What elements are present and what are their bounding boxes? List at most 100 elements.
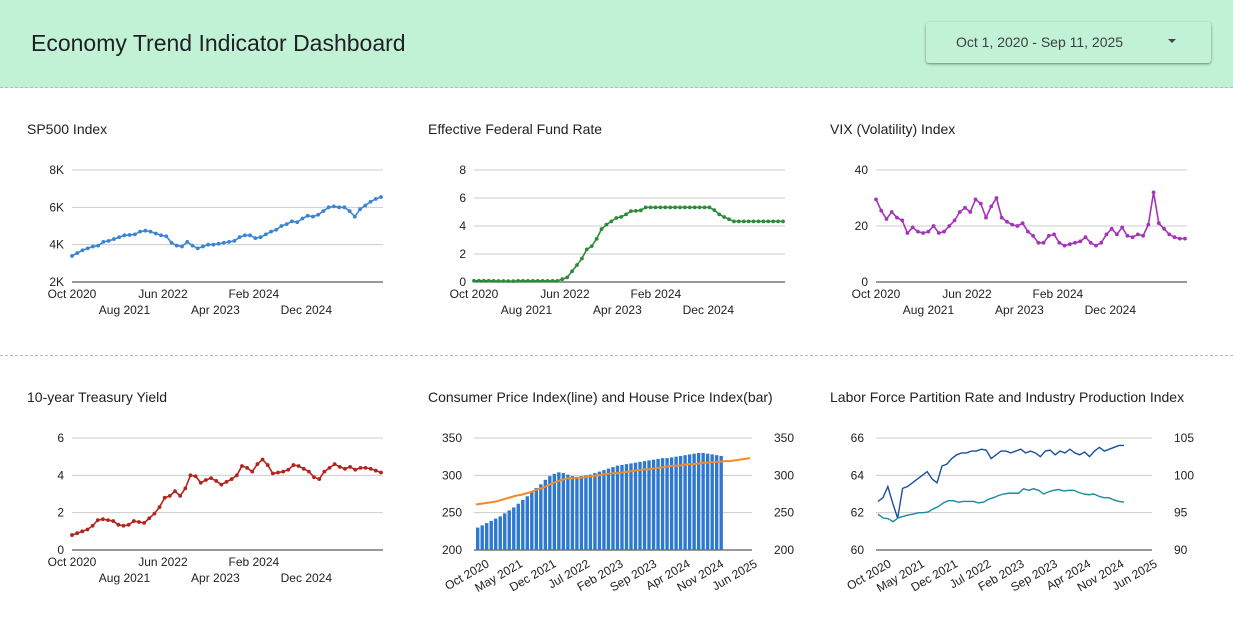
bar	[561, 473, 566, 550]
bar	[683, 455, 687, 550]
y-tick-label: 0	[861, 275, 868, 289]
data-point	[316, 212, 321, 217]
x-tick-label: Feb 2024	[631, 287, 682, 301]
chart-title-treasury: 10-year Treasury Yield	[27, 389, 168, 405]
bar	[530, 491, 534, 550]
bar	[579, 476, 584, 550]
data-point	[761, 219, 766, 224]
data-point	[683, 205, 687, 210]
bar	[678, 455, 683, 550]
data-point	[1146, 222, 1151, 227]
bar	[548, 476, 552, 550]
data-point	[1094, 243, 1098, 248]
data-point	[178, 493, 183, 498]
data-point	[1088, 240, 1093, 245]
data-point	[968, 210, 973, 214]
data-point	[347, 209, 352, 213]
bar	[480, 525, 484, 550]
data-point	[121, 523, 126, 528]
data-point	[300, 216, 305, 221]
data-point	[353, 467, 358, 472]
bar	[665, 458, 669, 550]
data-point	[614, 216, 619, 220]
data-point	[143, 228, 148, 233]
data-point	[91, 244, 95, 249]
data-point	[368, 466, 373, 471]
data-point	[736, 219, 741, 224]
y-tick-label: 8	[459, 163, 466, 177]
data-point	[245, 465, 250, 470]
data-point	[874, 197, 878, 202]
data-point	[978, 201, 983, 206]
data-point	[624, 212, 628, 217]
y-tick-label-left: 350	[442, 431, 462, 445]
data-point	[173, 489, 177, 494]
data-point	[722, 215, 727, 219]
bar	[516, 503, 520, 550]
data-point	[609, 219, 614, 224]
data-point	[766, 219, 771, 224]
data-point	[379, 195, 383, 199]
data-point	[337, 465, 342, 469]
y-tick-label-right: 95	[1174, 506, 1188, 520]
y-tick-label-left: 250	[442, 506, 462, 520]
y-tick-label: 6K	[49, 200, 64, 214]
data-point	[746, 219, 751, 224]
data-point	[663, 205, 668, 210]
bar	[674, 456, 678, 550]
data-point	[90, 523, 95, 528]
data-point	[555, 278, 560, 283]
data-point	[931, 224, 936, 228]
x-tick-label: Dec 2024	[281, 571, 333, 585]
data-point	[263, 232, 268, 237]
chart-title-sp500: SP500 Index	[27, 121, 108, 137]
bar	[498, 516, 502, 550]
data-point	[137, 520, 141, 524]
data-point	[265, 463, 270, 467]
bar	[512, 507, 516, 550]
data-point	[1052, 232, 1056, 237]
data-point	[201, 244, 205, 249]
data-point	[343, 466, 347, 471]
data-point	[116, 522, 121, 527]
data-point	[229, 477, 234, 481]
bar	[566, 474, 570, 550]
data-point	[1183, 236, 1187, 241]
data-point	[148, 229, 153, 234]
data-point	[305, 213, 310, 218]
x-tick-label: Aug 2021	[99, 303, 151, 317]
data-point	[312, 475, 316, 480]
date-range-picker[interactable]: Oct 1, 2020 - Sep 11, 2025	[926, 22, 1211, 63]
bar	[620, 464, 624, 550]
data-point	[95, 518, 100, 523]
data-point	[717, 212, 722, 217]
data-point	[994, 196, 999, 200]
bar	[606, 468, 611, 550]
data-point	[1099, 240, 1104, 245]
data-point	[687, 205, 692, 210]
data-point	[198, 480, 203, 485]
y-tick-label-left: 300	[442, 468, 462, 482]
data-point	[358, 207, 362, 212]
data-point	[106, 239, 111, 243]
data-point	[1057, 240, 1062, 245]
data-point	[101, 517, 105, 522]
data-point	[276, 470, 280, 475]
data-point	[535, 278, 540, 283]
data-point	[80, 248, 85, 253]
data-point	[781, 219, 785, 224]
y-tick-label: 20	[855, 219, 869, 233]
data-point	[206, 242, 211, 247]
data-point	[190, 243, 195, 248]
x-tick-label: Apr 2023	[191, 303, 240, 317]
data-point	[619, 215, 624, 219]
data-point	[1172, 235, 1177, 240]
data-point	[472, 278, 476, 283]
data-point	[291, 463, 296, 467]
data-point	[594, 236, 599, 241]
y-tick-label-right: 300	[774, 468, 794, 482]
data-point	[521, 278, 525, 283]
data-point	[1067, 242, 1072, 247]
bar	[669, 457, 674, 550]
data-point	[910, 225, 915, 230]
